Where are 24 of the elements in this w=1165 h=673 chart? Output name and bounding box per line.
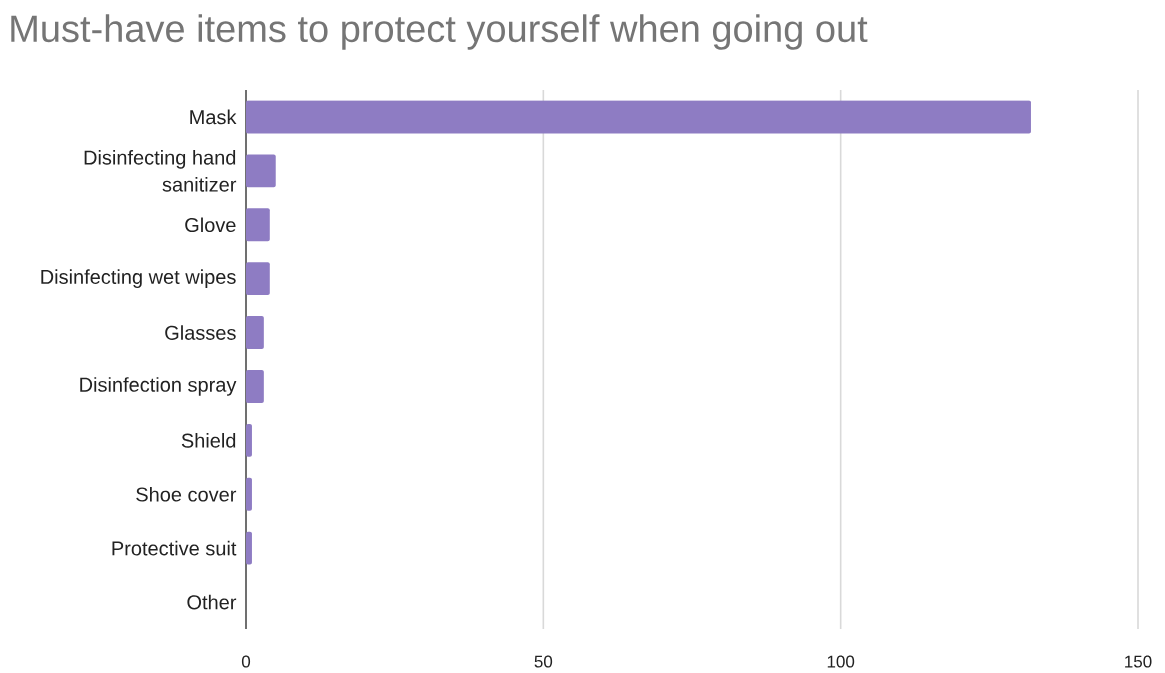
bar: [246, 477, 252, 511]
bar: [246, 316, 264, 349]
y-tick-label: Mask: [190, 109, 237, 125]
y-tick-label: Disinfecting wet wipes: [41, 269, 236, 288]
y-tick-label: Protective suit: [112, 540, 237, 556]
y-tick-label: Shield: [181, 433, 236, 448]
bar: [246, 423, 252, 457]
chart-title: Must-have items to protect yourself when going out: [11, 14, 868, 50]
bar: [246, 262, 270, 296]
y-tick-label: Other: [187, 594, 237, 610]
y-tick-label: Disinfection spray: [80, 377, 237, 396]
y-tick-label: Disinfecting hand sanitizer: [84, 150, 237, 192]
x-tick-label: 100: [827, 655, 855, 668]
x-tick-label: 50: [534, 655, 553, 668]
x-tick-label: 0: [241, 655, 251, 668]
bar: [246, 531, 252, 565]
y-tick-label: Glasses: [165, 325, 236, 340]
bar: [246, 370, 264, 403]
bar: [246, 208, 270, 242]
bar: [246, 154, 276, 188]
bar: [246, 100, 1031, 134]
x-tick-label: 150: [1125, 655, 1152, 668]
y-tick-label: Glove: [185, 217, 236, 233]
y-tick-label: Shoe cover: [136, 486, 237, 502]
